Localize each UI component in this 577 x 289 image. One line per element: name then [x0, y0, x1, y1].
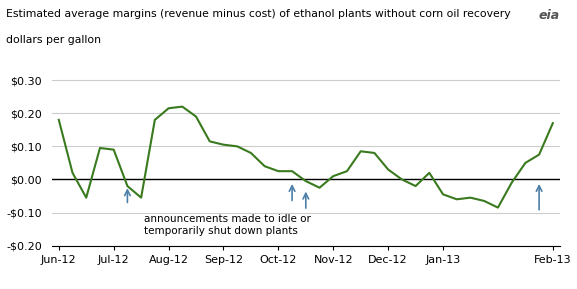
Text: Estimated average margins (revenue minus cost) of ethanol plants without corn oi: Estimated average margins (revenue minus… [6, 9, 511, 19]
Text: eia: eia [538, 9, 560, 22]
Text: dollars per gallon: dollars per gallon [6, 35, 101, 45]
Text: announcements made to idle or
temporarily shut down plants: announcements made to idle or temporaril… [144, 214, 311, 236]
